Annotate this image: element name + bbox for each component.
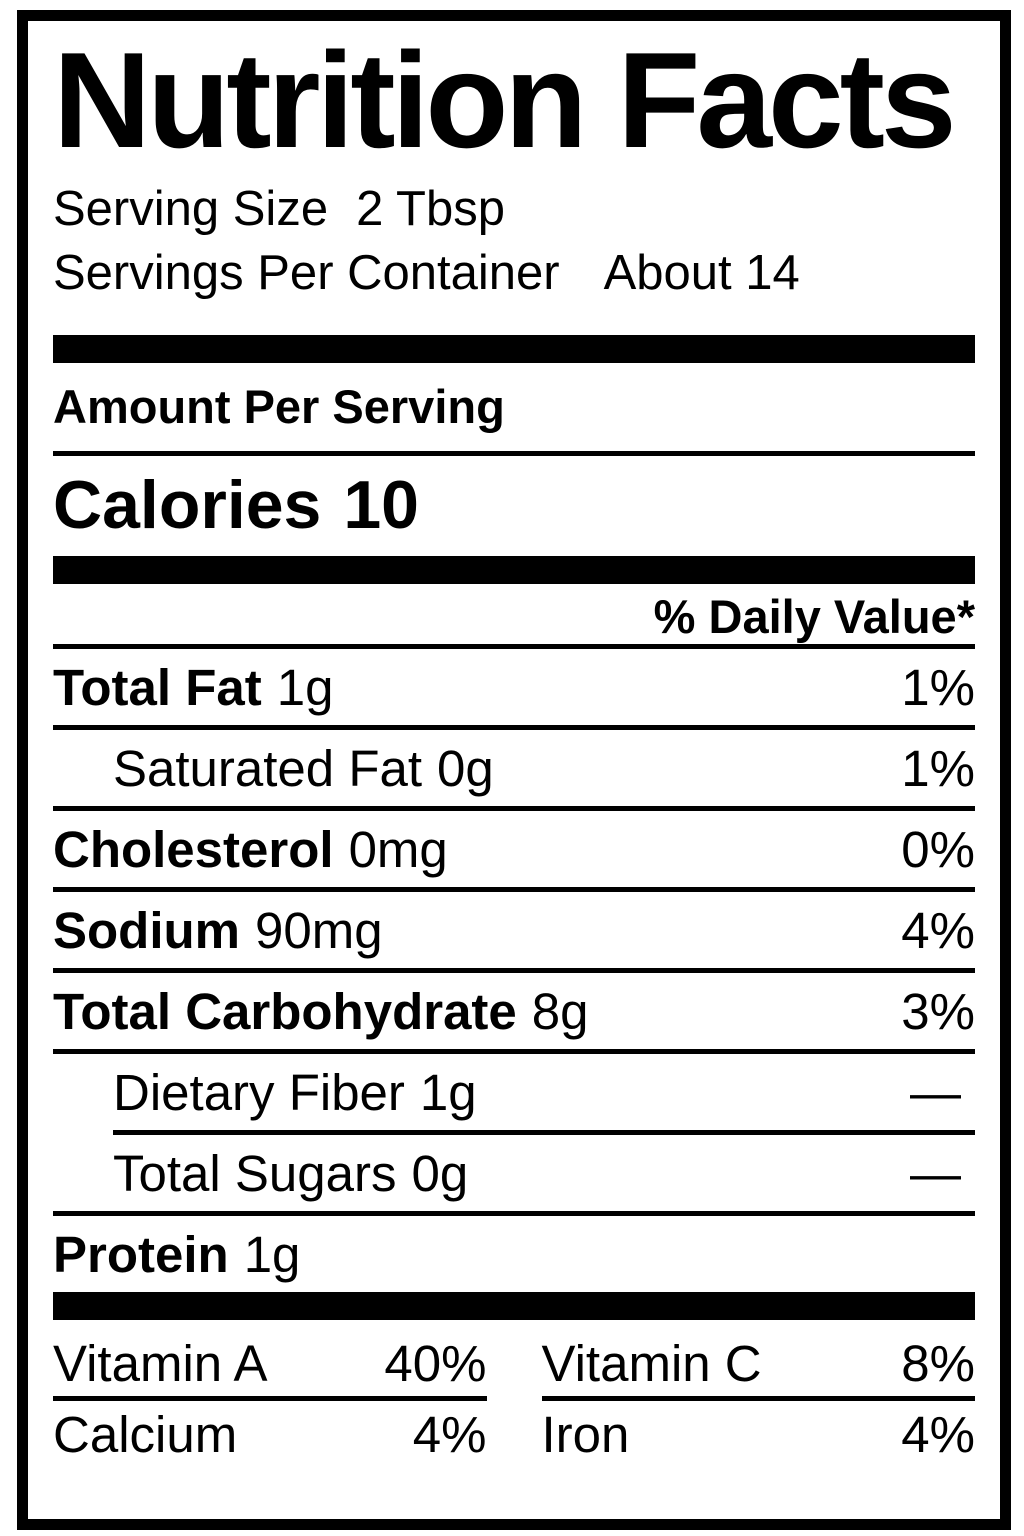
micronutrient-column-left: Vitamin A 40% Calcium 4% bbox=[53, 1330, 487, 1467]
thick-separator-bar bbox=[53, 556, 975, 584]
nutrient-name-amount: Protein 1g bbox=[53, 1225, 301, 1283]
nutrient-row-total-fat: Total Fat 1g 1% bbox=[53, 649, 975, 725]
serving-size-line: Serving Size 2 Tbsp bbox=[53, 177, 975, 241]
micronutrient-name: Iron bbox=[541, 1405, 630, 1463]
micronutrient-row-calcium: Calcium 4% bbox=[53, 1401, 487, 1467]
nutrition-facts-label: Nutrition Facts Serving Size 2 Tbsp Servi… bbox=[17, 10, 1011, 1530]
nutrient-row-sodium: Sodium 90mg 4% bbox=[53, 892, 975, 968]
thin-rule-indented bbox=[113, 1130, 975, 1135]
nutrient-name-amount: Total Carbohydrate 8g bbox=[53, 982, 589, 1040]
nutrient-dv: 1% bbox=[901, 739, 975, 797]
serving-size-label: Serving Size bbox=[53, 182, 329, 236]
thin-rule bbox=[53, 725, 975, 730]
nutrient-row-total-sugars: Total Sugars 0g — bbox=[53, 1135, 975, 1211]
nutrient-row-cholesterol: Cholesterol 0mg 0% bbox=[53, 811, 975, 887]
servings-per-container-label: Servings Per Container bbox=[53, 246, 560, 300]
calories-label: Calories bbox=[53, 467, 322, 543]
nutrient-name-amount: Saturated Fat 0g bbox=[113, 739, 494, 797]
micronutrient-row-vitamin-a: Vitamin A 40% bbox=[53, 1330, 487, 1396]
nutrient-dv: 0% bbox=[901, 820, 975, 878]
label-title: Nutrition Facts bbox=[53, 24, 957, 176]
nutrient-row-dietary-fiber: Dietary Fiber 1g — bbox=[53, 1054, 975, 1130]
servings-per-container-line: Servings Per Container About 14 bbox=[53, 241, 975, 305]
daily-value-header: % Daily Value* bbox=[653, 590, 975, 643]
nutrient-dv: — bbox=[910, 1144, 961, 1202]
micronutrient-name: Calcium bbox=[53, 1405, 238, 1463]
calories-value: 10 bbox=[343, 467, 419, 543]
nutrient-row-total-carbohydrate: Total Carbohydrate 8g 3% bbox=[53, 973, 975, 1049]
nutrient-name-amount: Total Sugars 0g bbox=[113, 1144, 469, 1202]
nutrient-row-saturated-fat: Saturated Fat 0g 1% bbox=[53, 730, 975, 806]
nutrient-dv: — bbox=[910, 1063, 961, 1121]
micronutrient-name: Vitamin A bbox=[53, 1334, 268, 1392]
nutrient-name-amount: Total Fat 1g bbox=[53, 658, 334, 716]
amount-per-serving-heading: Amount Per Serving bbox=[53, 380, 505, 433]
micronutrient-dv: 4% bbox=[412, 1405, 487, 1463]
micronutrient-dv: 4% bbox=[901, 1405, 975, 1463]
micronutrient-row-vitamin-c: Vitamin C 8% bbox=[542, 1330, 976, 1396]
calories-row: Calories 10 bbox=[53, 468, 975, 542]
nutrient-dv: 3% bbox=[901, 982, 975, 1040]
thin-rule bbox=[53, 968, 975, 973]
thin-rule bbox=[53, 644, 975, 649]
nutrient-row-protein: Protein 1g bbox=[53, 1216, 975, 1292]
thin-rule bbox=[53, 887, 975, 892]
micronutrients-section: Vitamin A 40% Calcium 4% Vitamin C 8% Ir… bbox=[53, 1330, 975, 1467]
thin-rule bbox=[53, 451, 975, 456]
micronutrient-row-iron: Iron 4% bbox=[542, 1401, 976, 1467]
serving-size-value: 2 Tbsp bbox=[356, 182, 505, 236]
thin-rule bbox=[53, 1396, 487, 1401]
nutrient-dv: 4% bbox=[901, 901, 975, 959]
nutrient-dv: 1% bbox=[901, 658, 975, 716]
micronutrient-dv: 40% bbox=[384, 1334, 487, 1392]
thin-rule bbox=[53, 1211, 975, 1216]
thin-rule bbox=[541, 1396, 975, 1401]
nutrient-name-amount: Dietary Fiber 1g bbox=[113, 1063, 477, 1121]
servings-per-container-value: About 14 bbox=[603, 246, 800, 300]
nutrient-name-amount: Cholesterol 0mg bbox=[53, 820, 448, 878]
thin-rule bbox=[53, 1049, 975, 1054]
micronutrient-name: Vitamin C bbox=[541, 1334, 762, 1392]
micronutrient-dv: 8% bbox=[901, 1334, 975, 1392]
micronutrient-column-right: Vitamin C 8% Iron 4% bbox=[541, 1330, 976, 1467]
nutrient-name-amount: Sodium 90mg bbox=[53, 901, 383, 959]
thick-separator-bar bbox=[53, 335, 975, 363]
thick-separator-bar bbox=[53, 1292, 975, 1320]
thin-rule bbox=[53, 806, 975, 811]
